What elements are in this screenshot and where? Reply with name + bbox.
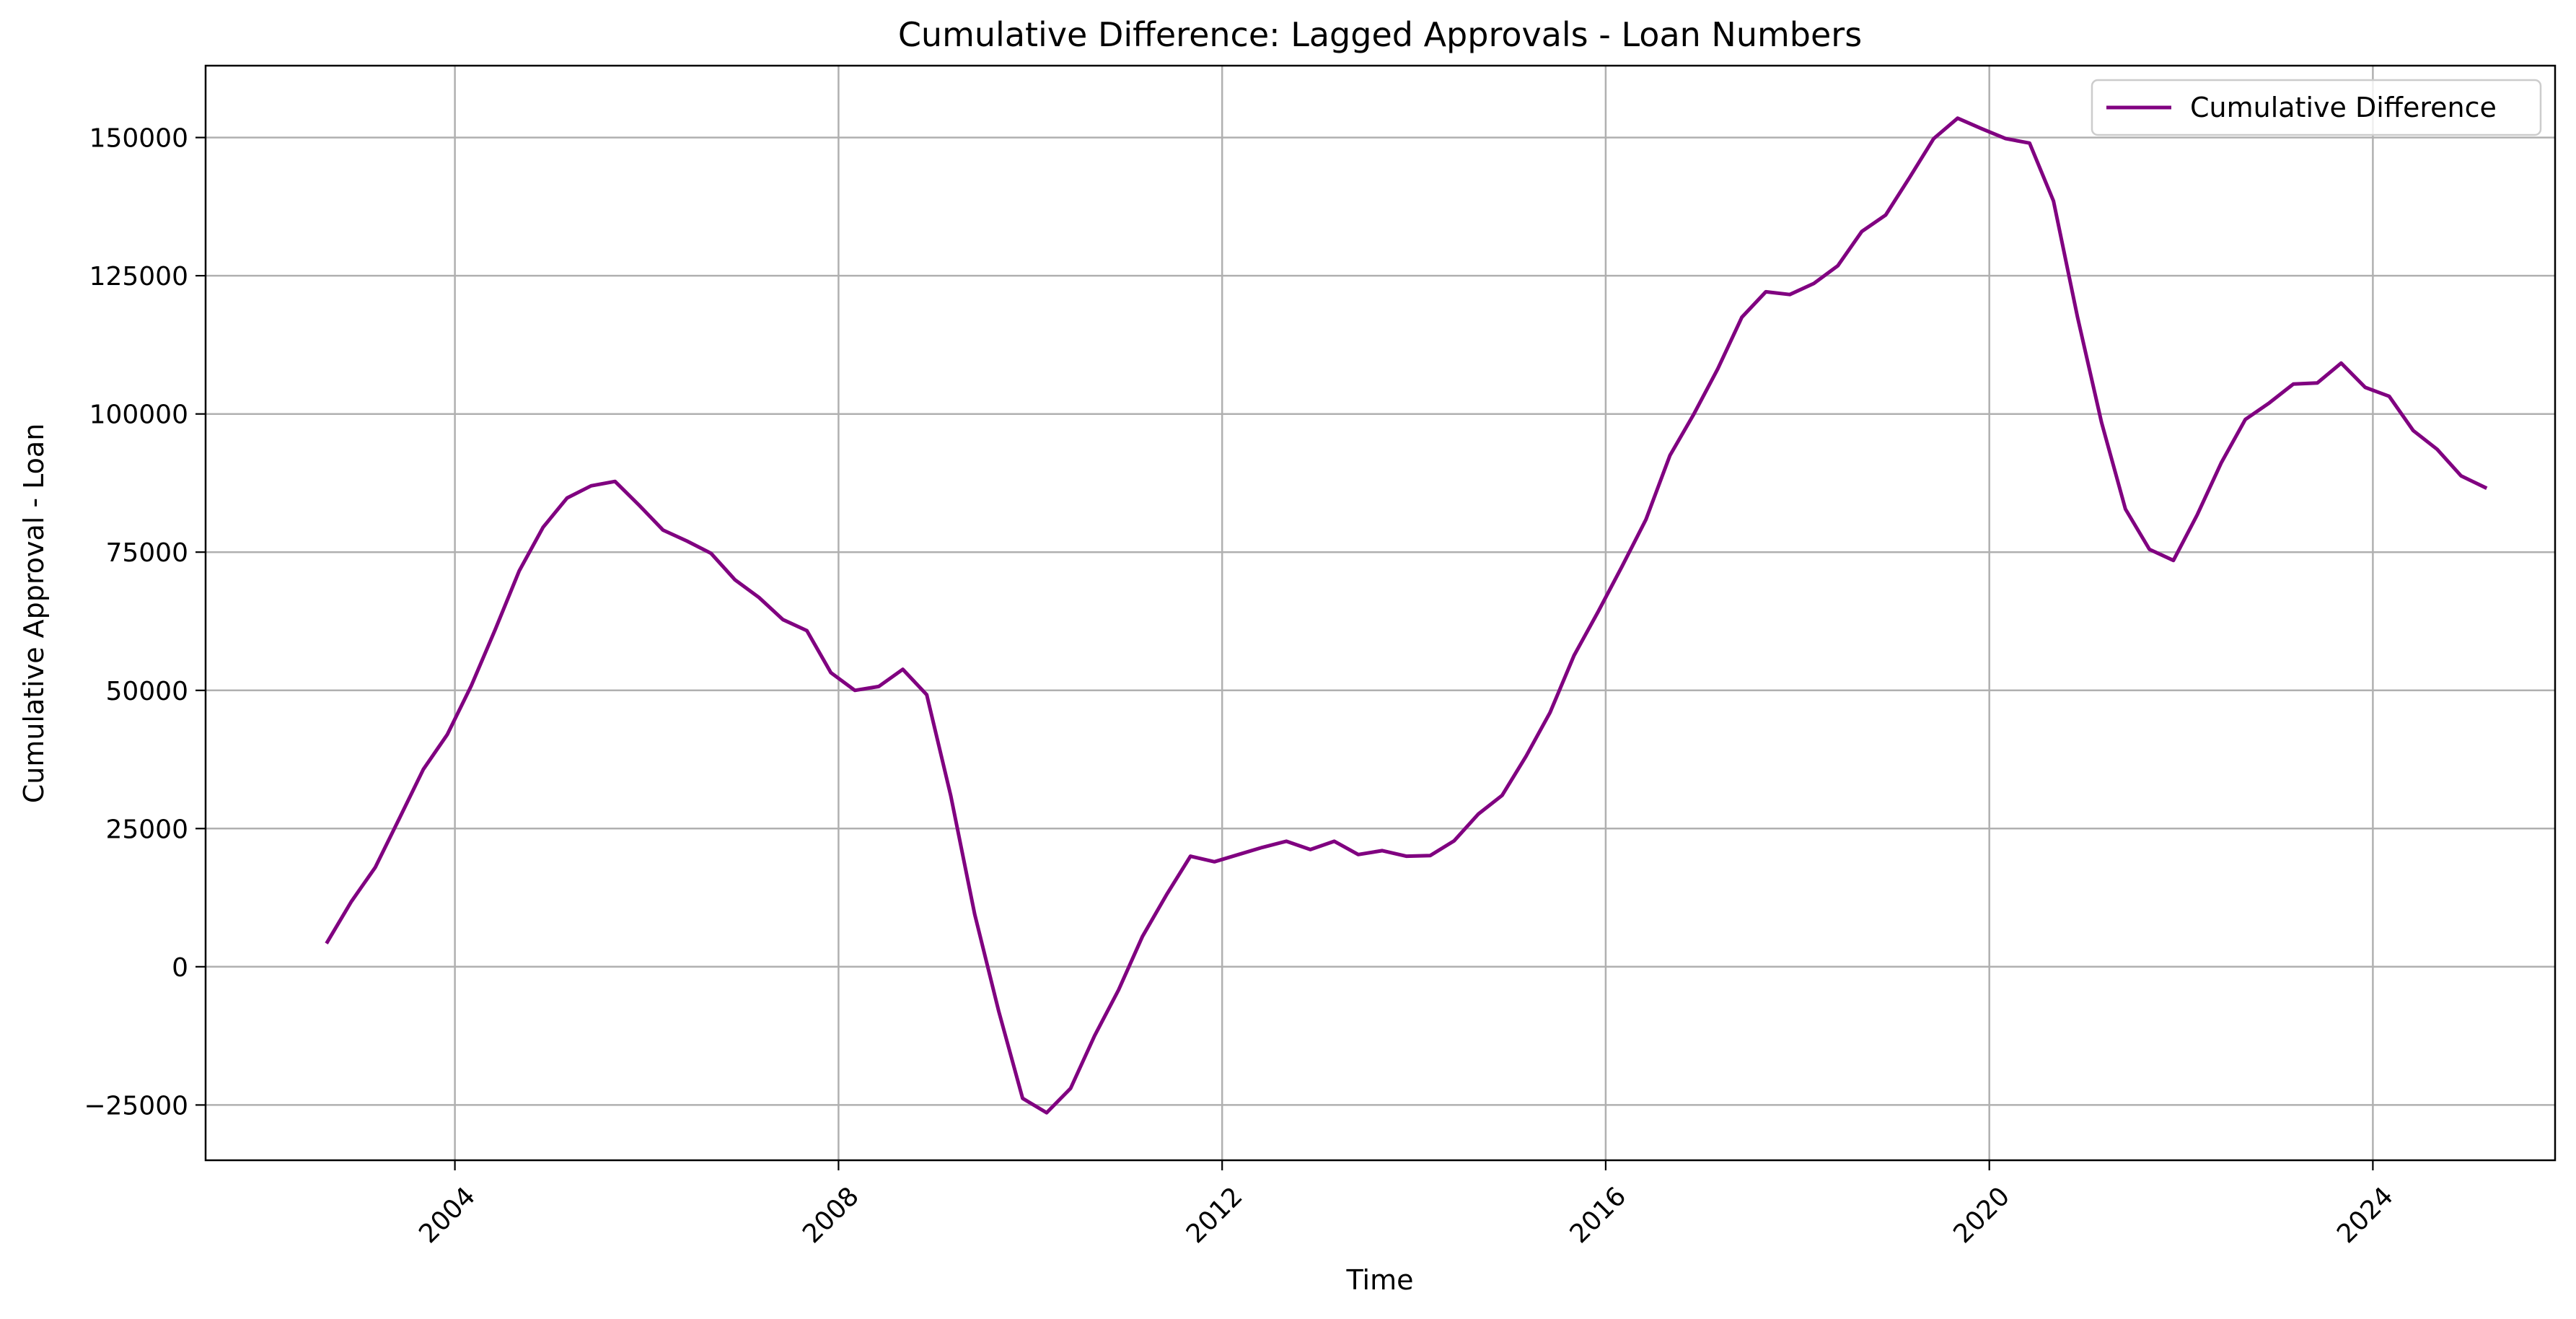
chart-title: Cumulative Difference: Lagged Approvals …: [898, 15, 1862, 54]
legend-box: [2091, 79, 2542, 136]
y-tick-label: 100000: [89, 400, 188, 430]
series-line-cumulative-difference: [325, 116, 2488, 1115]
y-tick-label: 150000: [89, 124, 188, 154]
plot-frame: [204, 64, 2557, 1162]
grid-lines: [206, 66, 2555, 1160]
legend-label: Cumulative Difference: [2190, 92, 2497, 123]
y-tick-label: 25000: [105, 815, 188, 844]
legend: Cumulative Difference: [2091, 79, 2542, 136]
y-axis-ticks: −25000 0 25000 50000 75000 100000 125000 150000: [84, 124, 206, 1121]
y-tick-label: 125000: [89, 262, 188, 292]
y-axis-label: Cumulative Approval - Loan: [18, 424, 50, 804]
series-layer: [325, 116, 2488, 1115]
y-tick-label: 0: [172, 953, 188, 983]
x-axis-label: Time: [1346, 1264, 1414, 1296]
y-tick-label: 75000: [105, 538, 188, 568]
y-tick-label: 50000: [105, 677, 188, 706]
y-tick-label: −25000: [84, 1091, 188, 1121]
